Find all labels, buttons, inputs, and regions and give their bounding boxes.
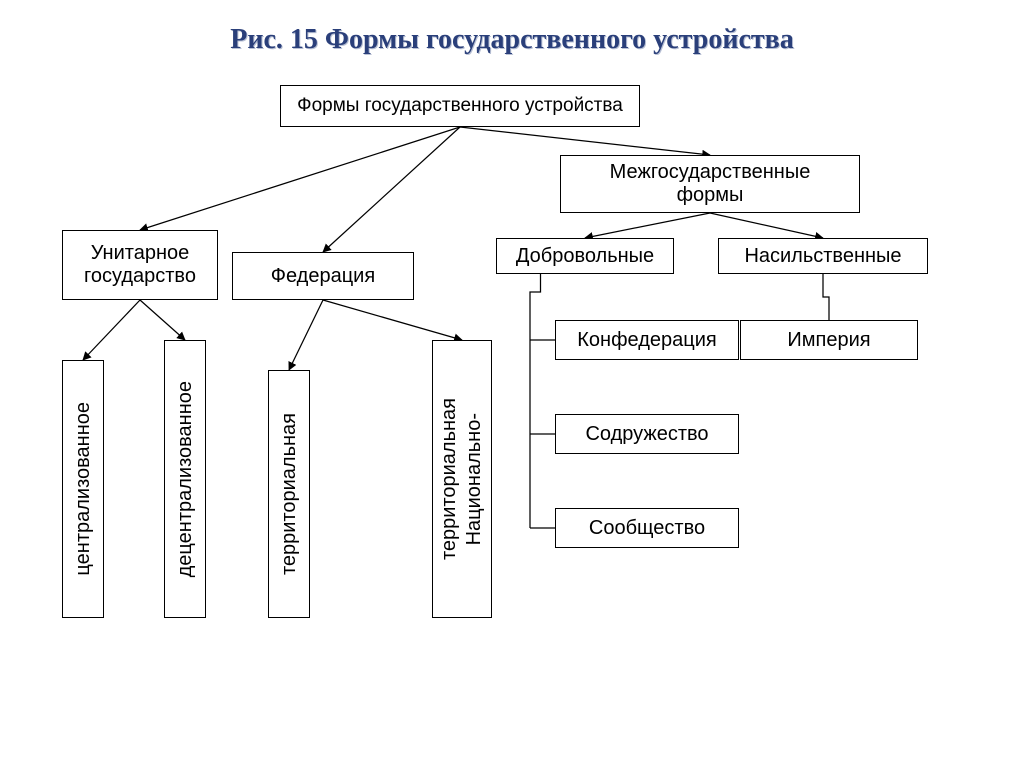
node-territorial: территориальная [268, 370, 310, 618]
node-federation: Федерация [232, 252, 414, 300]
node-root: Формы государственного устройства [280, 85, 640, 127]
node-national-territorial: территориальнаяНационально- [432, 340, 492, 618]
node-centralized: централизованное [62, 360, 104, 618]
node-voluntary: Добровольные [496, 238, 674, 274]
diagram-canvas: Рис. 15 Формы государственного устройств… [0, 0, 1024, 768]
node-forced: Насильственные [718, 238, 928, 274]
node-interstate: Межгосударственныеформы [560, 155, 860, 213]
node-decentralized: децентрализованное [164, 340, 206, 618]
node-community: Сообщество [555, 508, 739, 548]
node-confederation: Конфедерация [555, 320, 739, 360]
figure-title: Рис. 15 Формы государственного устройств… [0, 24, 1024, 56]
node-unitary: Унитарноегосударство [62, 230, 218, 300]
node-empire: Империя [740, 320, 918, 360]
node-commonwealth: Содружество [555, 414, 739, 454]
